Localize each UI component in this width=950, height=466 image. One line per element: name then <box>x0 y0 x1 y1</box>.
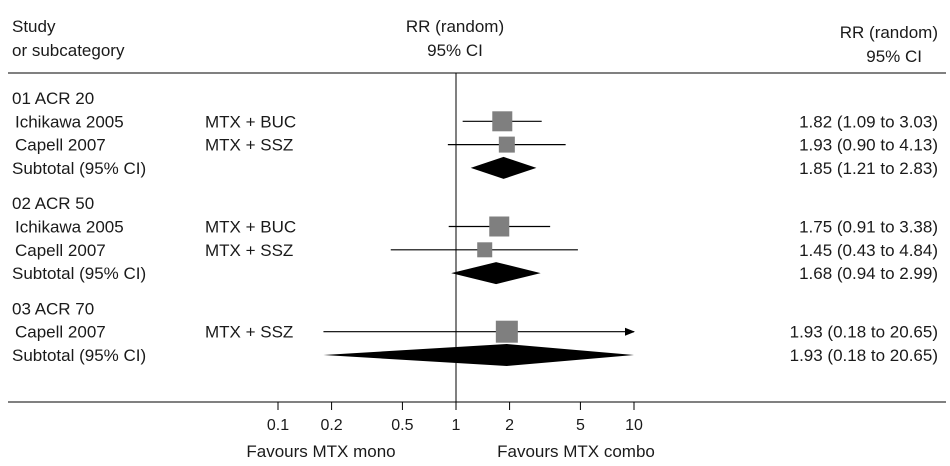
axis-tick-label: 1 <box>452 417 461 434</box>
axis-tick-label: 0.2 <box>320 417 342 434</box>
comparison-label: MTX + SSZ <box>205 241 293 260</box>
axis-tick-label: 10 <box>625 417 643 434</box>
x-axis: 0.1 0.2 0.5 1 2 5 10 Favours MTX mono Favours MT… <box>246 402 655 461</box>
ci-text: 1.75 (0.91 to 3.38) <box>799 218 938 237</box>
subtotal-diamond <box>451 262 541 285</box>
ci-text: 1.93 (0.90 to 4.13) <box>799 136 938 155</box>
header-study-line2: or subcategory <box>12 41 125 60</box>
axis-tick-label: 0.5 <box>391 417 413 434</box>
header-right-line2: 95% CI <box>866 47 922 66</box>
x-label-right: Favours MTX combo <box>497 442 655 461</box>
subtotal-ci-text: 1.85 (1.21 to 2.83) <box>799 159 938 178</box>
header-study-line1: Study <box>12 17 56 36</box>
axis-tick-label: 0.1 <box>267 417 289 434</box>
point-estimate <box>477 242 493 258</box>
x-label-left: Favours MTX mono <box>246 442 395 461</box>
comparison-label: MTX + BUC <box>205 218 296 237</box>
point-estimate <box>495 320 518 343</box>
study-name: Ichikawa 2005 <box>15 218 124 237</box>
group-label: 03 ACR 70 <box>12 299 94 318</box>
header-right-line1: RR (random) <box>840 23 938 42</box>
point-estimate <box>492 111 513 132</box>
study-name: Capell 2007 <box>15 241 106 260</box>
header-mid-line1: RR (random) <box>406 17 504 36</box>
header: Study or subcategory RR (random) 95% CI … <box>12 17 938 66</box>
ci-text: 1.45 (0.43 to 4.84) <box>799 241 938 260</box>
axis-tick-label: 5 <box>576 417 585 434</box>
comparison-label: MTX + BUC <box>205 112 296 131</box>
ci-text: 1.82 (1.09 to 3.03) <box>799 112 938 131</box>
comparison-label: MTX + SSZ <box>205 136 293 155</box>
subtotal-ci-text: 1.68 (0.94 to 2.99) <box>799 264 938 283</box>
point-estimate <box>498 136 515 153</box>
study-name: Ichikawa 2005 <box>15 112 124 131</box>
plot-area <box>323 73 635 402</box>
study-name: Capell 2007 <box>15 323 106 342</box>
subtotal-label: Subtotal (95% CI) <box>12 264 146 283</box>
group-label: 02 ACR 50 <box>12 194 94 213</box>
subtotal-ci-text: 1.93 (0.18 to 20.65) <box>790 346 938 365</box>
point-estimate <box>489 216 510 237</box>
subtotal-diamond <box>470 156 537 179</box>
header-mid-line2: 95% CI <box>427 41 483 60</box>
axis-tick-label: 2 <box>505 417 514 434</box>
study-name: Capell 2007 <box>15 136 106 155</box>
subtotal-diamond <box>323 344 634 366</box>
group-label: 01 ACR 20 <box>12 89 94 108</box>
ci-text: 1.93 (0.18 to 20.65) <box>790 323 938 342</box>
study-rows: 01 ACR 20 Ichikawa 2005 MTX + BUC 1.82 (1.0… <box>12 89 938 365</box>
ci-arrow <box>625 327 635 336</box>
subtotal-label: Subtotal (95% CI) <box>12 346 146 365</box>
subtotal-label: Subtotal (95% CI) <box>12 159 146 178</box>
comparison-label: MTX + SSZ <box>205 323 293 342</box>
